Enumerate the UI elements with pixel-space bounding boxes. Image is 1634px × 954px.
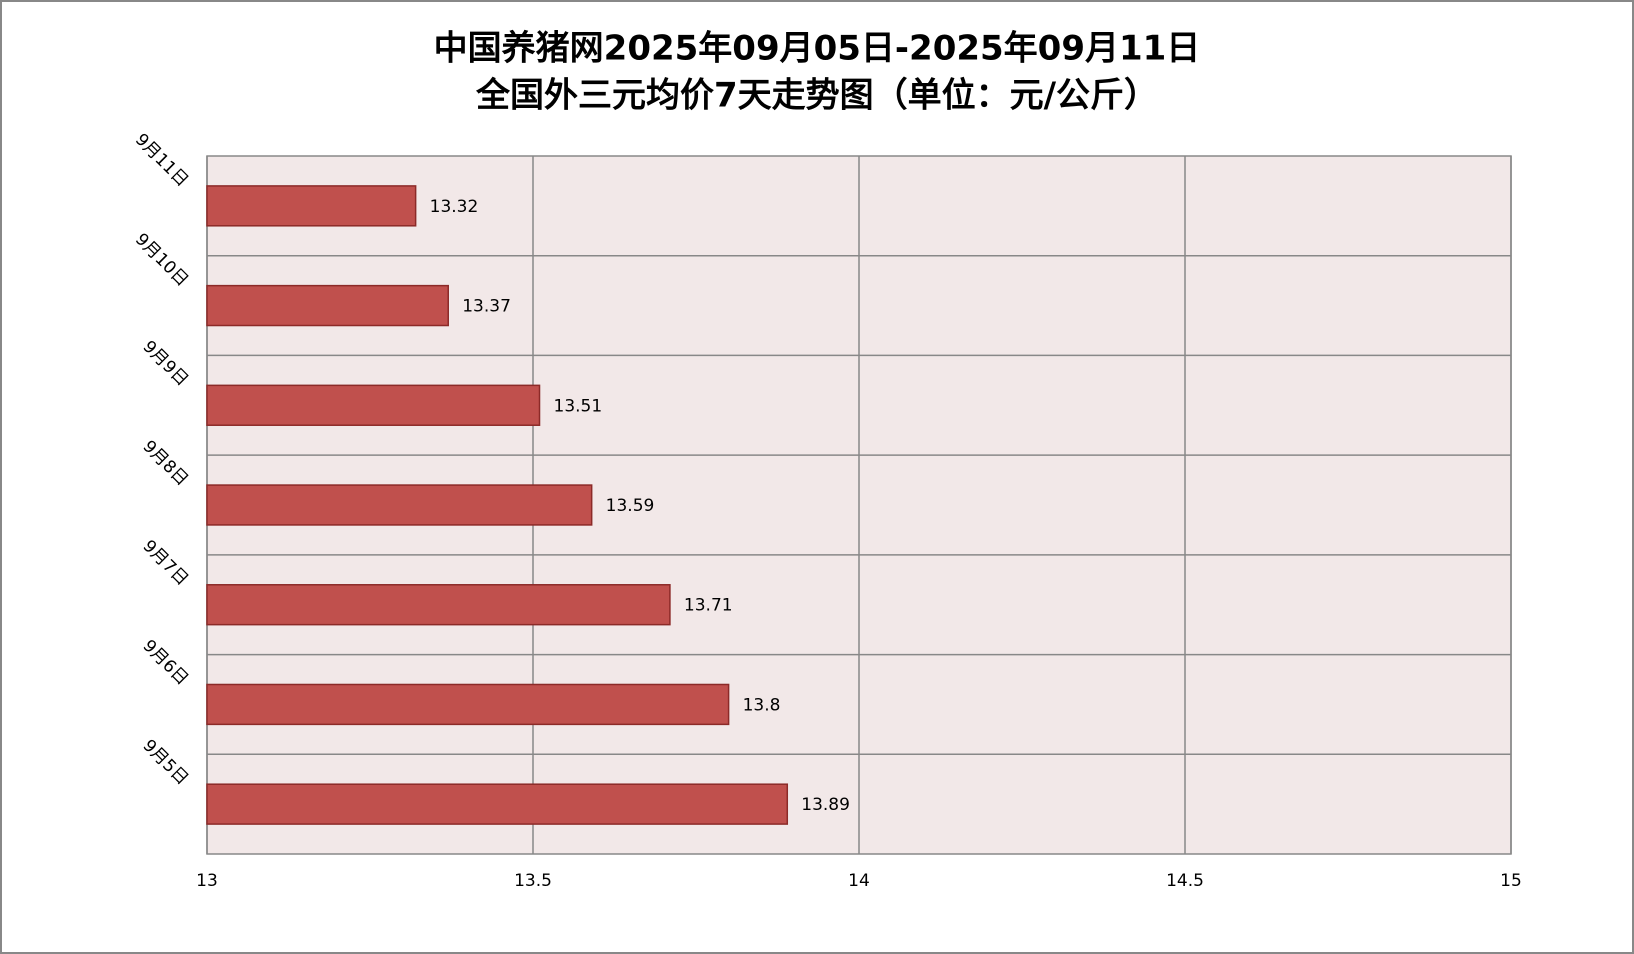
x-tick-label: 14: [848, 871, 870, 891]
bar: [206, 484, 593, 526]
value-label: 13.89: [801, 795, 850, 815]
bar: [206, 185, 417, 227]
bar: [206, 683, 730, 726]
x-tick-label: 13.5: [514, 871, 552, 891]
bar: [206, 384, 541, 426]
value-label: 13.71: [684, 596, 733, 616]
value-label: 13.51: [554, 396, 603, 416]
bar: [206, 584, 671, 626]
value-label: 13.32: [430, 197, 479, 217]
value-label: 13.37: [462, 297, 511, 317]
chart-title: 中国养猪网2025年09月05日-2025年09月11日: [434, 29, 1201, 69]
chart-subtitle: 全国外三元均价7天走势图（单位：元/公斤）: [475, 76, 1158, 116]
bar: [206, 284, 449, 327]
value-label: 13.59: [606, 496, 655, 516]
x-tick-label: 14.5: [1166, 871, 1204, 891]
x-tick-label: 13: [196, 871, 218, 891]
value-label: 13.8: [743, 695, 781, 715]
bar: [206, 783, 789, 825]
x-tick-label: 15: [1500, 871, 1522, 891]
